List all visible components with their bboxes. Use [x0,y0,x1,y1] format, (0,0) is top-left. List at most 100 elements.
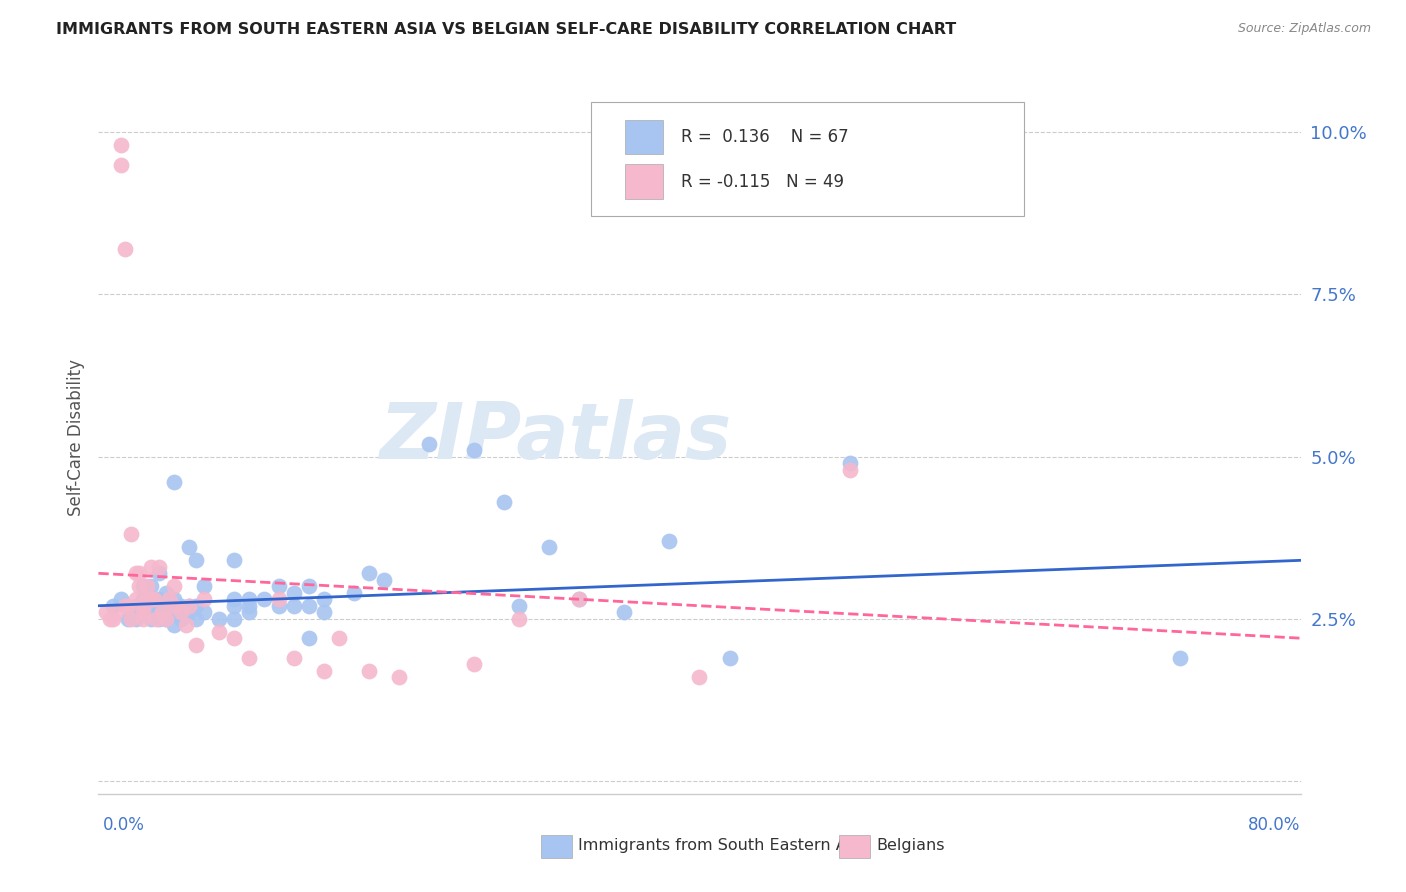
Point [139,559,162,574]
Point [121,527,143,541]
Point [162,592,184,607]
Point [508,599,530,613]
Point [328,631,350,645]
Point [110,158,132,172]
Point [148,592,170,607]
Point [103,599,125,613]
Point [139,592,162,607]
Text: Source: ZipAtlas.com: Source: ZipAtlas.com [1237,22,1371,36]
Text: R = -0.115   N = 49: R = -0.115 N = 49 [682,173,845,191]
Point [222,631,245,645]
Point [613,605,636,619]
Point [125,612,148,626]
Point [494,495,516,509]
Text: IMMIGRANTS FROM SOUTH EASTERN ASIA VS BELGIAN SELF-CARE DISABILITY CORRELATION C: IMMIGRANTS FROM SOUTH EASTERN ASIA VS BE… [56,22,956,37]
Point [110,592,132,607]
Point [222,592,245,607]
Point [177,605,200,619]
Point [139,605,162,619]
Point [838,456,860,470]
FancyBboxPatch shape [624,120,664,153]
Point [193,579,215,593]
Point [568,592,591,607]
Point [162,618,184,632]
Point [238,650,260,665]
Point [155,612,177,626]
Point [184,553,207,567]
Point [155,605,177,619]
Point [463,443,485,458]
Point [208,624,231,639]
Point [658,533,681,548]
Point [117,612,139,626]
Point [125,566,148,581]
Point [508,612,530,626]
Point [162,579,184,593]
Point [283,599,305,613]
Point [114,599,136,613]
Point [343,586,366,600]
Point [105,605,128,619]
Point [155,599,177,613]
Point [170,605,193,619]
Point [145,612,167,626]
Point [688,670,710,684]
Text: Immigrants from South Eastern Asia: Immigrants from South Eastern Asia [578,838,869,853]
Point [139,579,162,593]
Point [135,592,157,607]
FancyBboxPatch shape [624,164,664,199]
Point [132,592,155,607]
Point [193,605,215,619]
Point [253,592,276,607]
Text: R =  0.136    N = 67: R = 0.136 N = 67 [682,128,849,145]
Point [298,599,321,613]
Point [125,599,148,613]
Point [208,612,231,626]
Point [238,592,260,607]
Point [162,605,184,619]
Point [132,612,155,626]
Point [128,566,150,581]
Point [177,599,200,613]
Point [121,612,143,626]
Point [125,592,148,607]
Point [135,579,157,593]
FancyBboxPatch shape [592,102,1024,216]
Point [177,541,200,555]
Point [222,599,245,613]
Point [298,631,321,645]
Point [238,599,260,613]
Point [568,592,591,607]
Point [184,612,207,626]
Point [193,592,215,607]
Point [132,579,155,593]
Point [117,599,139,613]
Point [128,579,150,593]
Point [110,138,132,153]
Point [157,592,180,607]
Point [312,605,335,619]
Point [312,664,335,678]
Point [718,650,741,665]
Point [162,599,184,613]
Point [283,650,305,665]
Point [148,559,170,574]
Point [174,618,197,632]
Point [538,541,561,555]
Point [177,599,200,613]
Point [267,579,290,593]
Point [222,612,245,626]
Point [150,605,173,619]
Point [100,612,122,626]
Point [388,670,411,684]
Point [373,573,395,587]
Y-axis label: Self-Care Disability: Self-Care Disability [66,359,84,516]
Point [114,242,136,256]
Point [357,566,380,581]
Point [170,612,193,626]
Point [162,475,184,490]
Text: 0.0%: 0.0% [103,816,145,834]
Text: 80.0%: 80.0% [1249,816,1301,834]
Point [184,599,207,613]
Point [143,592,166,607]
